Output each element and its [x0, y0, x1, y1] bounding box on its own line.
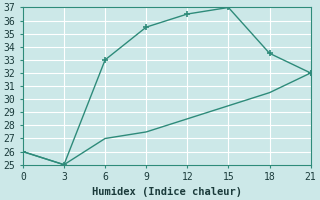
- X-axis label: Humidex (Indice chaleur): Humidex (Indice chaleur): [92, 186, 242, 197]
